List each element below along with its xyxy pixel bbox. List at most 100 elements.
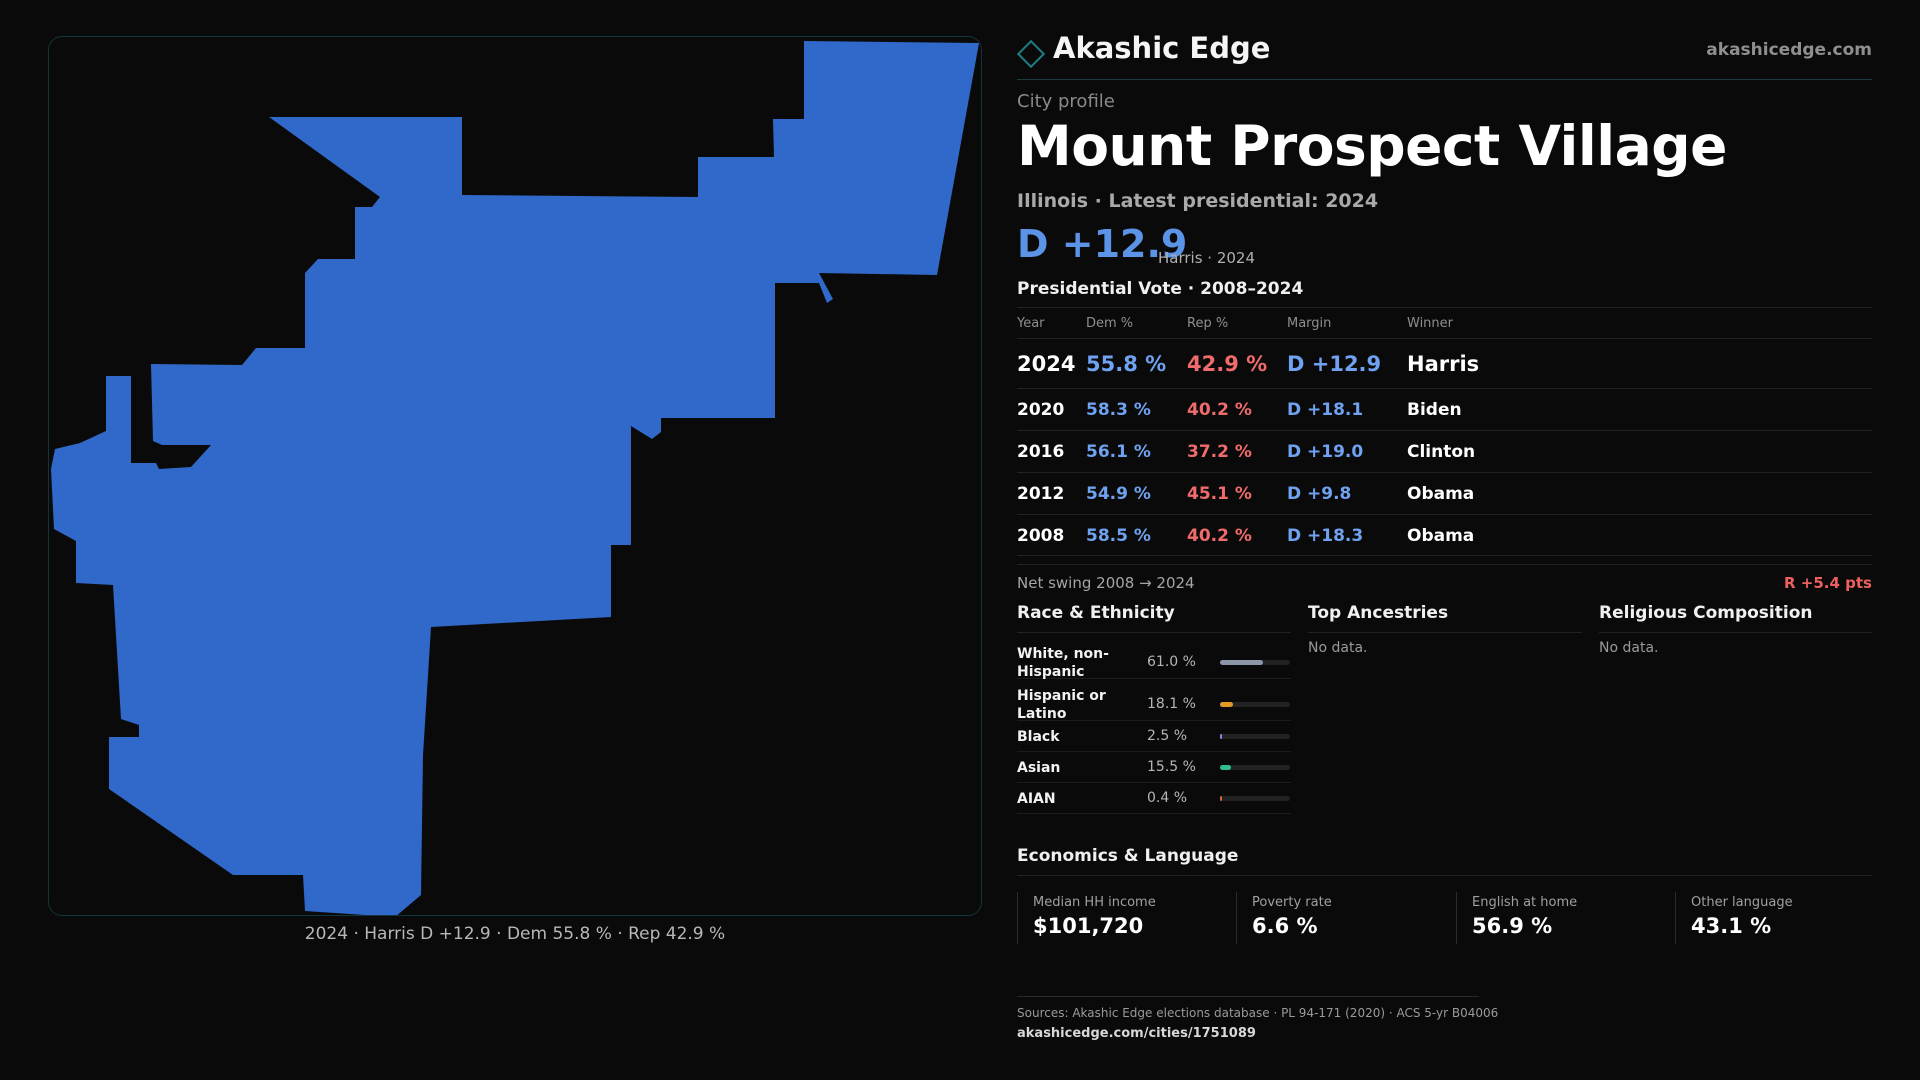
race-bar bbox=[1220, 660, 1290, 665]
race-section-title: Race & Ethnicity bbox=[1017, 603, 1175, 623]
economics-divider bbox=[1017, 875, 1872, 876]
cell-rep: 40.2 % bbox=[1187, 400, 1252, 420]
race-pct: 18.1 % bbox=[1147, 696, 1196, 712]
race-bar-fill bbox=[1220, 765, 1231, 770]
table-row: 2020 58.3 % 40.2 % D +18.1 Biden bbox=[1017, 388, 1872, 430]
cell-year: 2008 bbox=[1017, 526, 1065, 546]
stat-value: $101,720 bbox=[1033, 914, 1144, 938]
cell-dem: 58.3 % bbox=[1086, 400, 1151, 420]
net-swing-label: Net swing 2008 → 2024 bbox=[1017, 574, 1195, 592]
race-divider bbox=[1017, 632, 1291, 633]
city-boundary-map[interactable] bbox=[48, 36, 982, 916]
list-item: Hispanic or Latino 18.1 % bbox=[1017, 679, 1291, 722]
column-header-year: Year bbox=[1017, 316, 1045, 331]
economics-section-title: Economics & Language bbox=[1017, 846, 1239, 866]
vote-table-title: Presidential Vote · 2008–2024 bbox=[1017, 279, 1304, 299]
religion-empty: No data. bbox=[1599, 640, 1659, 656]
cell-margin: D +12.9 bbox=[1287, 352, 1382, 376]
cell-year: 2012 bbox=[1017, 484, 1065, 504]
race-label: Asian bbox=[1017, 760, 1061, 776]
race-bar bbox=[1220, 702, 1290, 707]
cell-year: 2024 bbox=[1017, 352, 1076, 376]
latest-margin: D +12.9 bbox=[1017, 222, 1188, 266]
column-header-dem: Dem % bbox=[1086, 316, 1134, 331]
race-pct: 61.0 % bbox=[1147, 654, 1196, 670]
map-caption: 2024 · Harris D +12.9 · Dem 55.8 % · Rep… bbox=[304, 924, 726, 944]
race-bar bbox=[1220, 734, 1290, 739]
stat-card-poverty: Poverty rate 6.6 % bbox=[1236, 892, 1448, 944]
ancestries-section-title: Top Ancestries bbox=[1308, 603, 1449, 623]
list-item: Black 2.5 % bbox=[1017, 721, 1291, 752]
brand-header: Akashic Edge akashicedge.com bbox=[1016, 28, 1872, 80]
cell-rep: 45.1 % bbox=[1187, 484, 1252, 504]
net-swing-value: R +5.4 pts bbox=[1784, 574, 1872, 592]
cell-rep: 37.2 % bbox=[1187, 442, 1252, 462]
cell-margin: D +9.8 bbox=[1287, 484, 1352, 504]
table-row: 2016 56.1 % 37.2 % D +19.0 Clinton bbox=[1017, 430, 1872, 472]
page-title: Mount Prospect Village bbox=[1017, 114, 1727, 178]
race-bar bbox=[1220, 796, 1290, 801]
cell-winner: Biden bbox=[1407, 400, 1462, 420]
cell-dem: 54.9 % bbox=[1086, 484, 1151, 504]
race-pct: 2.5 % bbox=[1147, 728, 1188, 744]
stat-label: Median HH income bbox=[1033, 895, 1156, 910]
cell-margin: D +19.0 bbox=[1287, 442, 1364, 462]
stat-card-income: Median HH income $101,720 bbox=[1017, 892, 1229, 944]
table-row: 2012 54.9 % 45.1 % D +9.8 Obama bbox=[1017, 472, 1872, 514]
page-subhead: Illinois · Latest presidential: 2024 bbox=[1017, 190, 1379, 212]
race-pct: 15.5 % bbox=[1147, 759, 1196, 775]
table-header-row: Year Dem % Rep % Margin Winner bbox=[1017, 307, 1872, 338]
religion-divider bbox=[1599, 632, 1872, 633]
cell-dem: 56.1 % bbox=[1086, 442, 1151, 462]
cell-year: 2016 bbox=[1017, 442, 1065, 462]
stat-label: Poverty rate bbox=[1252, 895, 1332, 910]
religion-section-title: Religious Composition bbox=[1599, 603, 1813, 623]
diamond-logo-icon bbox=[1016, 39, 1046, 69]
ancestries-empty: No data. bbox=[1308, 640, 1368, 656]
cell-winner: Obama bbox=[1407, 526, 1475, 546]
stat-value: 6.6 % bbox=[1252, 914, 1318, 938]
sources-divider bbox=[1017, 996, 1479, 997]
cell-rep: 40.2 % bbox=[1187, 526, 1252, 546]
cell-dem: 55.8 % bbox=[1086, 352, 1167, 376]
stat-value: 56.9 % bbox=[1472, 914, 1553, 938]
race-label: White, non-Hispanic bbox=[1017, 646, 1109, 680]
stat-label: English at home bbox=[1472, 895, 1578, 910]
city-boundary-shape bbox=[51, 41, 979, 915]
column-header-winner: Winner bbox=[1407, 316, 1454, 331]
stat-card-other-language: Other language 43.1 % bbox=[1675, 892, 1887, 944]
list-item: White, non-Hispanic 61.0 % bbox=[1017, 637, 1291, 680]
cell-winner: Obama bbox=[1407, 484, 1475, 504]
cell-rep: 42.9 % bbox=[1187, 352, 1268, 376]
net-swing-row: Net swing 2008 → 2024 R +5.4 pts bbox=[1017, 564, 1872, 594]
race-label: Hispanic or Latino bbox=[1017, 688, 1106, 722]
table-row: 2024 55.8 % 42.9 % D +12.9 Harris bbox=[1017, 338, 1872, 388]
column-header-margin: Margin bbox=[1287, 316, 1332, 331]
source-page-link[interactable]: akashicedge.com/cities/1751089 bbox=[1017, 1026, 1256, 1041]
race-label: Black bbox=[1017, 729, 1060, 745]
cell-dem: 58.5 % bbox=[1086, 526, 1151, 546]
brand-url-link[interactable]: akashicedge.com bbox=[1706, 40, 1872, 60]
race-label: AIAN bbox=[1017, 791, 1056, 807]
presidential-vote-table: Year Dem % Rep % Margin Winner 2024 55.8… bbox=[1017, 307, 1872, 556]
list-item: AIAN 0.4 % bbox=[1017, 783, 1291, 814]
page-eyebrow: City profile bbox=[1017, 91, 1115, 112]
list-item: Asian 15.5 % bbox=[1017, 752, 1291, 783]
race-bar-fill bbox=[1220, 796, 1222, 801]
race-bar bbox=[1220, 765, 1290, 770]
column-header-rep: Rep % bbox=[1187, 316, 1229, 331]
stat-card-english: English at home 56.9 % bbox=[1456, 892, 1668, 944]
brand-name: Akashic Edge bbox=[1053, 31, 1271, 65]
stat-value: 43.1 % bbox=[1691, 914, 1772, 938]
table-row: 2008 58.5 % 40.2 % D +18.3 Obama bbox=[1017, 514, 1872, 556]
cell-winner: Clinton bbox=[1407, 442, 1476, 462]
sources-text: Sources: Akashic Edge elections database… bbox=[1017, 1006, 1499, 1020]
cell-margin: D +18.1 bbox=[1287, 400, 1364, 420]
cell-margin: D +18.3 bbox=[1287, 526, 1364, 546]
ancestries-divider bbox=[1308, 632, 1582, 633]
race-pct: 0.4 % bbox=[1147, 790, 1188, 806]
race-bar-fill bbox=[1220, 660, 1263, 665]
race-bar-fill bbox=[1220, 734, 1222, 739]
stat-label: Other language bbox=[1691, 895, 1793, 910]
race-bar-fill bbox=[1220, 702, 1233, 707]
